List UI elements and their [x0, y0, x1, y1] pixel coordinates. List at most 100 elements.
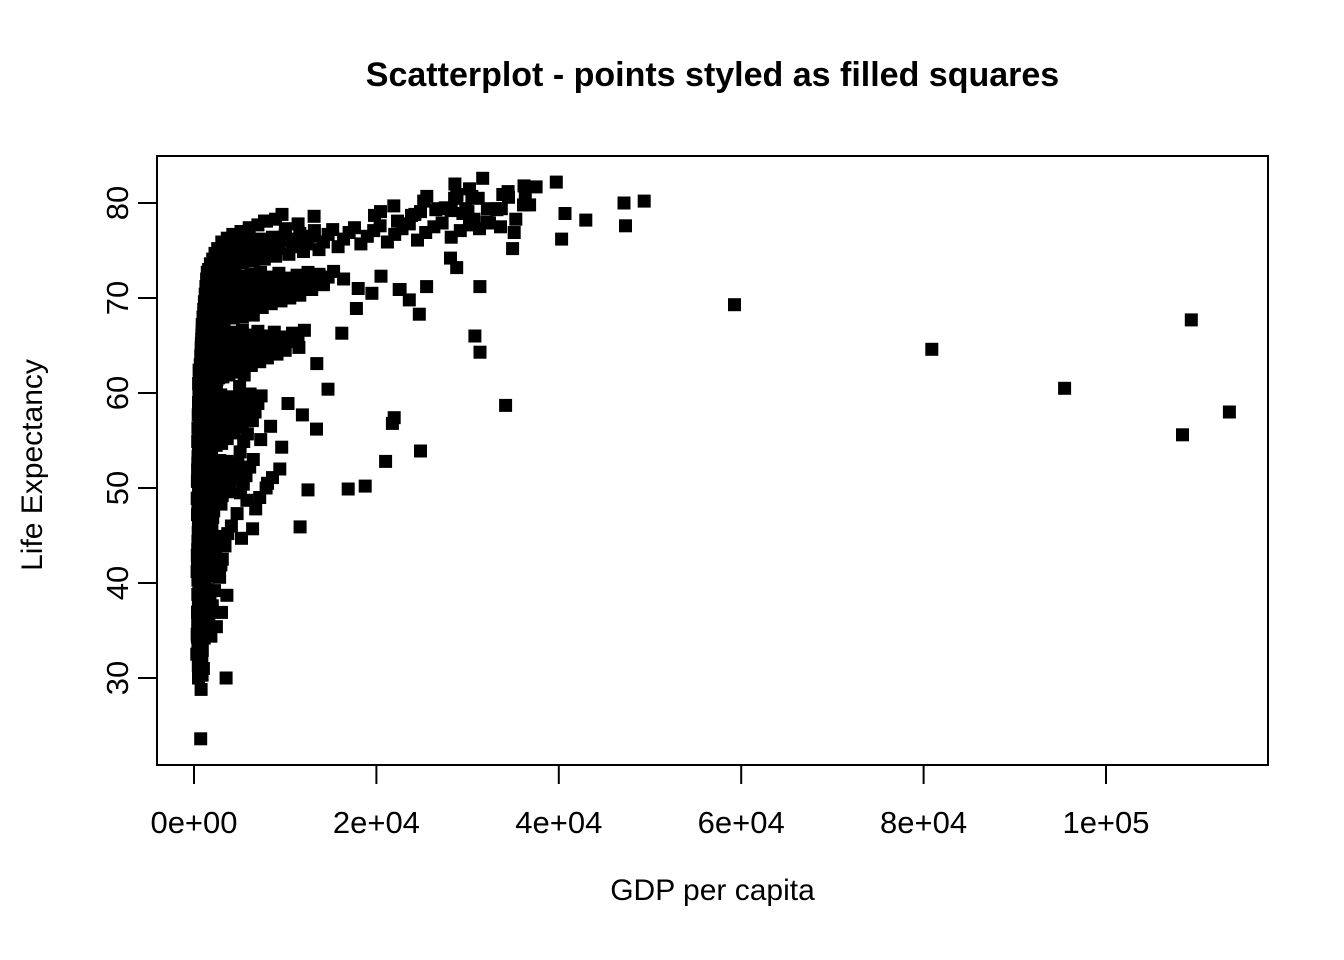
x-tick-label: 4e+04: [515, 805, 602, 840]
data-point: [463, 182, 476, 196]
data-point: [1222, 405, 1236, 419]
data-point: [206, 494, 220, 508]
x-tick-label: 0e+00: [150, 805, 237, 840]
data-point: [198, 374, 212, 388]
x-tick-label: 6e+04: [698, 805, 785, 840]
data-point: [365, 286, 379, 300]
data-point: [450, 189, 464, 203]
data-point: [258, 214, 271, 228]
data-point: [194, 626, 208, 640]
data-point: [517, 179, 531, 193]
data-point: [242, 358, 256, 371]
data-point: [391, 214, 404, 228]
data-point: [213, 570, 227, 584]
data-point: [349, 302, 363, 315]
data-point: [293, 520, 307, 534]
data-point: [192, 443, 206, 457]
data-point: [925, 342, 939, 356]
data-point: [444, 204, 458, 218]
data-point: [192, 566, 205, 579]
data-point: [193, 651, 207, 665]
data-point: [246, 522, 260, 536]
data-point: [233, 379, 247, 393]
data-point: [509, 212, 523, 226]
data-point: [373, 219, 387, 233]
y-tick-label: 60: [100, 376, 135, 410]
data-point: [448, 177, 462, 191]
data-point: [235, 531, 248, 545]
data-point: [420, 280, 434, 294]
y-tick-label: 40: [100, 566, 135, 600]
data-point: [444, 251, 457, 265]
data-point: [337, 272, 351, 286]
data-point: [254, 389, 268, 403]
data-point: [194, 682, 208, 696]
data-point: [218, 539, 232, 553]
data-point: [490, 202, 504, 216]
data-point: [473, 280, 487, 294]
data-point: [216, 349, 230, 363]
data-point: [212, 371, 226, 385]
y-tick-label: 30: [100, 661, 135, 695]
data-point: [219, 289, 233, 303]
data-point: [499, 398, 513, 412]
data-point: [358, 479, 372, 493]
data-point: [728, 298, 741, 312]
y-axis-title: Life Expectancy: [16, 359, 49, 571]
data-point: [193, 406, 207, 420]
data-point: [196, 662, 210, 675]
y-tick-label: 50: [100, 471, 135, 505]
x-tick-label: 2e+04: [333, 805, 420, 840]
data-point: [341, 482, 355, 496]
y-tick-label: 70: [100, 281, 135, 315]
data-point: [507, 226, 521, 239]
data-point: [506, 242, 520, 256]
plot-border: [156, 155, 1269, 766]
data-point: [221, 327, 235, 341]
data-point: [214, 558, 228, 572]
data-point: [275, 440, 289, 454]
data-point: [297, 323, 311, 337]
data-point: [385, 416, 399, 430]
data-point: [494, 220, 507, 234]
data-point: [351, 282, 365, 295]
data-point: [326, 223, 340, 237]
data-point: [321, 382, 335, 396]
data-point: [435, 216, 449, 230]
data-point: [291, 217, 305, 231]
data-point: [387, 199, 401, 213]
data-point: [310, 422, 323, 436]
data-point: [476, 171, 490, 185]
data-point: [252, 301, 266, 314]
data-point: [254, 433, 268, 447]
data-point: [237, 368, 251, 382]
data-point: [219, 671, 233, 685]
data-point: [348, 221, 361, 235]
data-point: [402, 293, 416, 307]
data-point: [307, 209, 321, 223]
data-point: [224, 519, 238, 533]
data-point: [240, 427, 254, 441]
data-point: [200, 351, 214, 365]
y-tick-label: 80: [100, 186, 135, 220]
data-point: [310, 357, 324, 371]
data-point: [220, 588, 234, 602]
data-point: [579, 213, 593, 227]
x-tick-label: 8e+04: [880, 805, 967, 840]
data-point: [194, 604, 207, 617]
data-point: [295, 408, 309, 422]
data-point: [307, 224, 321, 238]
data-point: [558, 207, 572, 220]
data-point: [480, 215, 494, 229]
data-point: [214, 360, 228, 374]
data-point: [225, 252, 239, 266]
data-point: [204, 629, 218, 643]
data-point: [193, 418, 207, 432]
data-point: [529, 180, 543, 194]
data-point: [555, 232, 569, 246]
data-point: [275, 207, 289, 221]
data-point: [197, 384, 211, 398]
chart-title: Scatterplot - points styled as filled sq…: [365, 56, 1060, 94]
